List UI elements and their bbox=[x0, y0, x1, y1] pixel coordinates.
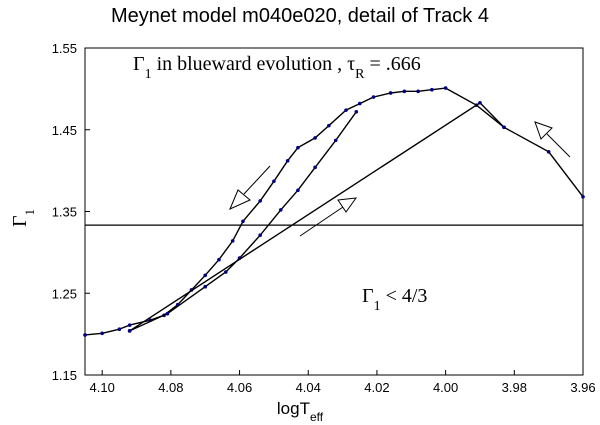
arrow-head bbox=[229, 189, 251, 210]
y-tick-label: 1.55 bbox=[52, 41, 77, 56]
arrow-shaft bbox=[546, 133, 571, 158]
label: logTeff bbox=[277, 399, 324, 424]
track-point bbox=[100, 331, 104, 336]
track-point bbox=[258, 233, 262, 238]
track-point bbox=[333, 138, 338, 143]
text-part: Γ bbox=[133, 53, 145, 75]
track-point bbox=[357, 101, 362, 106]
track-point bbox=[416, 89, 420, 94]
x-tick-label: 3.96 bbox=[570, 380, 595, 395]
track-point bbox=[203, 273, 208, 278]
arrow-head bbox=[534, 121, 553, 140]
track-point bbox=[272, 179, 276, 184]
text-part: in blueward evolution , τ bbox=[152, 53, 356, 75]
y-tick-label: 1.45 bbox=[52, 123, 77, 138]
x-tick-label: 4.06 bbox=[227, 380, 252, 395]
track-point bbox=[217, 257, 221, 262]
x-tick-label: 4.02 bbox=[364, 380, 389, 395]
label: Γ1 < 4/3 bbox=[362, 285, 427, 314]
subscript: eff bbox=[310, 410, 324, 424]
y-tick-label: 1.35 bbox=[52, 205, 77, 220]
track-point bbox=[344, 108, 348, 112]
track-point bbox=[230, 239, 235, 243]
subscript: R bbox=[355, 67, 365, 82]
track-point bbox=[117, 327, 122, 332]
track-point bbox=[354, 109, 359, 114]
track-point bbox=[546, 150, 551, 154]
x-tick-label: 4.10 bbox=[90, 380, 115, 395]
chart-title: Meynet model m040e020, detail of Track 4 bbox=[111, 5, 489, 27]
track-point bbox=[402, 89, 407, 94]
track-point bbox=[371, 95, 376, 99]
subscript: 1 bbox=[145, 67, 152, 82]
x-tick-label: 4.08 bbox=[158, 380, 183, 395]
track-point bbox=[127, 323, 132, 327]
x-tick-label: 4.04 bbox=[296, 380, 321, 395]
label: Γ1 in blueward evolution , τR = .666 bbox=[133, 53, 421, 82]
text-part: Γ bbox=[362, 285, 374, 307]
arrows bbox=[229, 121, 571, 237]
track-point bbox=[388, 91, 393, 95]
y-tick-label: 1.15 bbox=[52, 368, 77, 383]
arrow-shaft bbox=[243, 165, 271, 195]
arrow-head bbox=[337, 197, 358, 213]
track-point bbox=[313, 136, 317, 140]
track-point bbox=[285, 159, 290, 163]
track-point bbox=[478, 100, 482, 105]
plot-frame bbox=[84, 47, 584, 376]
track-point bbox=[83, 333, 87, 337]
track-point bbox=[127, 329, 132, 333]
track-point bbox=[581, 194, 585, 199]
track-point bbox=[258, 199, 262, 203]
y-tick-label: 1.25 bbox=[52, 286, 77, 301]
track-point bbox=[296, 188, 300, 193]
track-point bbox=[241, 219, 245, 224]
track-point bbox=[224, 270, 228, 274]
track-point bbox=[502, 125, 506, 130]
text-part: < 4/3 bbox=[381, 285, 428, 307]
arrow-shaft bbox=[299, 206, 344, 237]
subscript: 1 bbox=[22, 209, 37, 216]
track-point bbox=[203, 284, 208, 289]
subscript: 1 bbox=[374, 299, 381, 314]
x-tick-label: 3.98 bbox=[502, 380, 527, 395]
track-line bbox=[84, 87, 584, 336]
track-point bbox=[296, 145, 300, 150]
track-point bbox=[165, 311, 170, 316]
label: Γ1 bbox=[9, 209, 37, 227]
track-point bbox=[278, 208, 283, 212]
track-point bbox=[313, 165, 317, 170]
track-point bbox=[430, 87, 434, 92]
track-point bbox=[443, 86, 448, 90]
x-tick-label: 4.00 bbox=[433, 380, 458, 395]
text-part: Γ bbox=[9, 215, 31, 227]
text-part: logT bbox=[277, 399, 310, 418]
text-part: = .666 bbox=[364, 53, 420, 75]
track-point bbox=[327, 123, 331, 128]
